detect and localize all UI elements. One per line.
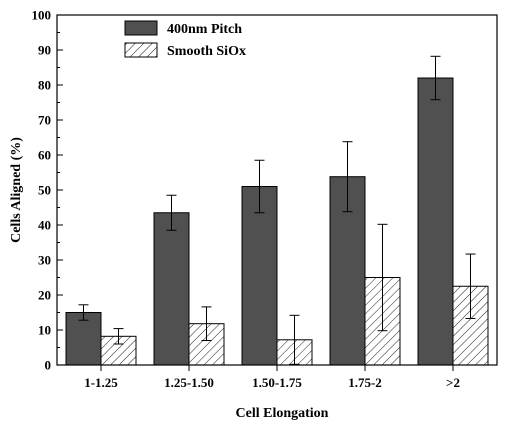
x-tick-label: 1.50-1.75 bbox=[252, 375, 302, 390]
legend-label-400nm-pitch: 400nm Pitch bbox=[167, 22, 242, 37]
y-tick-label: 10 bbox=[38, 323, 51, 338]
bar-400nm-pitch bbox=[153, 212, 190, 366]
legend-swatch-400nm-pitch bbox=[124, 20, 158, 36]
legend-swatch-smooth-siox bbox=[124, 42, 158, 58]
y-tick-label: 90 bbox=[38, 43, 51, 58]
bar-400nm-pitch bbox=[241, 186, 278, 366]
bar-400nm-pitch bbox=[417, 77, 454, 366]
plot-frame bbox=[56, 14, 498, 366]
y-tick-label: 50 bbox=[38, 183, 51, 198]
x-tick-label: 1.25-1.50 bbox=[164, 375, 214, 390]
y-tick-label: 80 bbox=[38, 78, 51, 93]
y-tick-label: 30 bbox=[38, 253, 51, 268]
y-tick-label: 40 bbox=[38, 218, 51, 233]
x-tick-label: 1-1.25 bbox=[84, 375, 118, 390]
y-tick-label: 100 bbox=[32, 8, 52, 23]
y-tick-label: 70 bbox=[38, 113, 51, 128]
y-tick-label: 20 bbox=[38, 288, 51, 303]
legend-label-smooth-siox: Smooth SiOx bbox=[167, 44, 246, 59]
x-tick-label: >2 bbox=[446, 375, 460, 390]
y-tick-label: 0 bbox=[45, 358, 52, 373]
plot-area: 0 10 20 30 40 50 60 70 80 90 100 1-1.25 1.25-1.50 1.5… bbox=[32, 8, 498, 390]
legend: 400nm Pitch Smooth SiOx bbox=[124, 20, 246, 59]
y-axis-title: Cells Aligned (%) bbox=[9, 137, 24, 243]
x-tick-label: 1.75-2 bbox=[348, 375, 382, 390]
x-axis-title: Cell Elongation bbox=[236, 406, 329, 421]
y-tick-label: 60 bbox=[38, 148, 51, 163]
